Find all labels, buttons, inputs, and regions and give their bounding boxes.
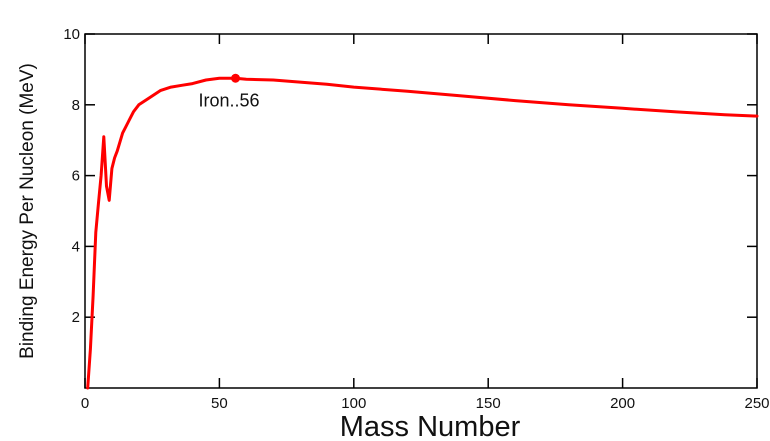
x-tick-label: 200 xyxy=(610,395,635,412)
x-tick-label: 150 xyxy=(476,395,501,412)
x-tick-label: 100 xyxy=(341,395,366,412)
y-tick-label: 10 xyxy=(63,26,80,43)
annotation-layer: Iron..56 xyxy=(199,73,260,110)
x-axis-ticks: 0 50 100 150 200 250 xyxy=(81,34,770,412)
x-tick-label: 0 xyxy=(81,395,89,412)
series-layer xyxy=(86,76,759,390)
annotation-label: Iron..56 xyxy=(199,90,260,110)
x-axis-label: Mass Number xyxy=(340,411,521,441)
series-line xyxy=(86,76,759,390)
y-axis-label: Binding Energy Per Nucleon (MeV) xyxy=(17,63,38,359)
y-tick-label: 2 xyxy=(72,309,80,326)
y-axis-ticks: 2 4 6 8 10 xyxy=(63,26,757,326)
annotation-marker xyxy=(231,73,241,83)
x-tick-label: 250 xyxy=(744,395,769,412)
y-tick-label: 8 xyxy=(72,97,80,114)
y-tick-label: 6 xyxy=(72,168,80,185)
plot-area xyxy=(84,33,758,389)
x-tick-label: 50 xyxy=(211,395,228,412)
y-tick-label: 4 xyxy=(72,238,80,255)
